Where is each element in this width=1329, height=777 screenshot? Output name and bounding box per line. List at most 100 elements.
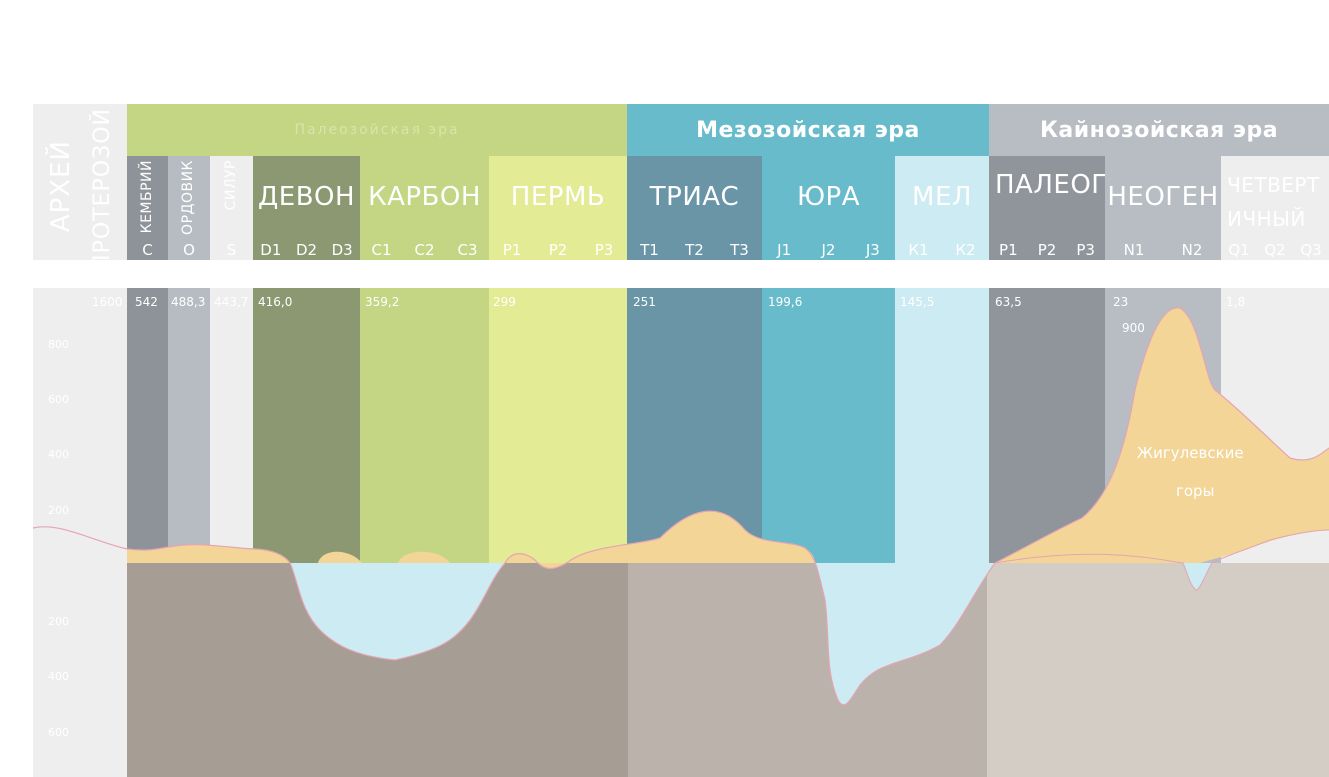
period-silurian-epochs: S — [210, 241, 253, 259]
mountains-label-line2: горы — [1176, 482, 1215, 500]
epoch-label: P2 — [1037, 241, 1057, 259]
period-silurian: СИЛУР S — [210, 156, 253, 260]
epoch-label: Q3 — [1300, 241, 1322, 259]
epoch-label: P2 — [548, 241, 568, 259]
period-quaternary-epochs: Q1 Q2 Q3 — [1221, 241, 1329, 259]
rock-cenozoic — [987, 563, 1329, 777]
epoch-label: S — [226, 241, 237, 259]
epoch-label: P1 — [502, 241, 522, 259]
epoch-label: С3 — [457, 241, 478, 259]
elevation-tick: 400 — [48, 670, 69, 683]
period-devonian-epochs: D1 D2 D3 — [253, 241, 360, 259]
period-permian: ПЕРМЬ P1 P2 P3 — [489, 156, 627, 260]
elevation-tick: 200 — [48, 615, 69, 628]
age-proterozoic: 1600 — [92, 295, 123, 309]
column-devonian — [253, 288, 360, 563]
period-quaternary-name: ЧЕТВЕРТИЧНЫЙ — [1227, 173, 1320, 231]
age-permian: 299 — [493, 295, 516, 309]
peak-height-label: 900 — [1122, 321, 1145, 335]
period-jurassic: ЮРА J1 J2 J3 — [762, 156, 895, 260]
relief-outline-lower — [994, 529, 1329, 591]
period-carboniferous-epochs: С1 С2 С3 — [360, 241, 489, 259]
period-paleogene-name: ПАЛЕОГЕН — [995, 170, 1105, 200]
age-jurassic: 199,6 — [768, 295, 803, 309]
column-cambrian — [127, 288, 168, 563]
period-ordovician: ОРДОВИК О — [168, 156, 210, 260]
age-carboniferous: 359,2 — [365, 295, 400, 309]
elevation-tick: 600 — [48, 726, 69, 739]
column-cretaceous — [895, 288, 989, 563]
land-area — [505, 511, 815, 569]
land-area-jiguli — [995, 307, 1329, 563]
epoch-label: J1 — [777, 241, 792, 259]
era-mesozoic-label: Мезозойская эра — [696, 117, 920, 143]
sea-area — [1183, 563, 1212, 590]
period-permian-name: ПЕРМЬ — [510, 182, 606, 212]
epoch-label: P3 — [594, 241, 614, 259]
period-neogene: НЕОГЕН N1 N2 — [1105, 156, 1221, 260]
age-quaternary: 1,8 — [1226, 295, 1246, 309]
age-ordovician: 488,3 — [171, 295, 206, 309]
period-paleogene: ПАЛЕОГЕН P1 P2 P3 — [989, 156, 1105, 260]
age-triassic: 251 — [633, 295, 656, 309]
sea-area — [815, 563, 995, 705]
land-area — [127, 544, 290, 563]
epoch-label: Q2 — [1264, 241, 1286, 259]
era-cenozoic-label: Кайнозойская эра — [1039, 117, 1279, 143]
epoch-label: N1 — [1123, 241, 1145, 259]
period-permian-epochs: P1 P2 P3 — [489, 241, 627, 259]
epoch-label: J2 — [821, 241, 836, 259]
period-devonian: ДЕВОН D1 D2 D3 — [253, 156, 360, 260]
period-carboniferous: КАРБОН С1 С2 С3 — [360, 156, 489, 260]
period-devonian-name: ДЕВОН — [257, 182, 356, 212]
period-jurassic-name: ЮРА — [796, 182, 861, 212]
period-cretaceous-epochs: К1 К2 — [895, 241, 989, 259]
epoch-label: P3 — [1076, 241, 1095, 259]
period-carboniferous-name: КАРБОН — [368, 182, 481, 212]
elevation-tick: 600 — [48, 393, 69, 406]
relief-outline — [32, 307, 1329, 706]
mountains-label: Жигулевские — [1137, 444, 1244, 462]
epoch-label: К1 — [908, 241, 929, 259]
epoch-label: С — [142, 241, 153, 259]
era-mesozoic: Мезозойская эра — [627, 104, 989, 156]
period-neogene-epochs: N1 N2 — [1105, 241, 1221, 259]
column-permian — [489, 288, 627, 563]
period-triassic-epochs: Т1 Т2 Т3 — [627, 241, 762, 259]
epoch-label: P1 — [999, 241, 1018, 259]
age-cretaceous: 145,5 — [900, 295, 935, 309]
period-triassic: ТРИАС Т1 Т2 Т3 — [627, 156, 762, 260]
period-neogene-name: НЕОГЕН — [1107, 182, 1219, 212]
period-cretaceous-name: МЕЛ — [912, 182, 972, 212]
period-quaternary: ЧЕТВЕРТИЧНЫЙ Q1 Q2 Q3 — [1221, 156, 1329, 260]
age-neogene: 23 — [1113, 295, 1129, 309]
epoch-label: N2 — [1181, 241, 1203, 259]
period-cambrian-epochs: С — [127, 241, 168, 259]
age-paleogene: 63,5 — [995, 295, 1022, 309]
period-cretaceous: МЕЛ К1 К2 — [895, 156, 989, 260]
epoch-label: D3 — [331, 241, 353, 259]
epoch-label: С1 — [371, 241, 392, 259]
column-carboniferous — [360, 288, 489, 563]
epoch-label: Т3 — [730, 241, 749, 259]
elevation-tick: 800 — [48, 338, 69, 351]
epoch-label: К2 — [955, 241, 976, 259]
epoch-label: J3 — [865, 241, 880, 259]
epoch-label: Т2 — [685, 241, 704, 259]
era-paleozoic-label: Палеозойская эра — [294, 122, 460, 138]
epoch-label: Q1 — [1228, 241, 1250, 259]
period-paleogene-epochs: P1 P2 P3 — [989, 241, 1105, 259]
epoch-label: D2 — [295, 241, 318, 259]
land-area — [318, 551, 362, 563]
age-silurian: 443,7 — [214, 295, 249, 309]
era-cenozoic: Кайнозойская эра — [989, 104, 1329, 156]
epoch-label: О — [183, 241, 195, 259]
period-ordovician-epochs: О — [168, 241, 210, 259]
column-jurassic — [762, 288, 895, 563]
land-area — [398, 551, 450, 563]
sea-area — [290, 563, 505, 660]
age-cambrian: 542 — [135, 295, 158, 309]
period-triassic-name: ТРИАС — [649, 182, 740, 212]
period-cambrian: КЕМБРИЙ С — [127, 156, 168, 260]
